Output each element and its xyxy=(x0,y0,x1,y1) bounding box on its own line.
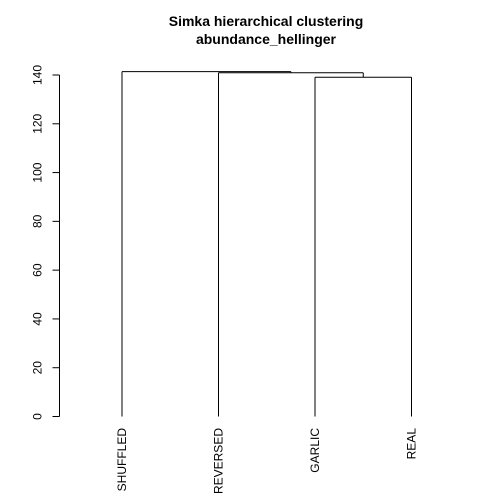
y-tick-label-1: 20 xyxy=(31,361,45,375)
leaf-label-real: REAL xyxy=(405,428,419,460)
y-tick-label-5: 100 xyxy=(31,162,45,182)
y-tick-label-0: 0 xyxy=(31,413,45,420)
leaf-label-shuffled: SHUFFLED xyxy=(115,428,129,492)
dendrogram-tree xyxy=(121,71,412,417)
leaf-label-garlic: GARLIC xyxy=(308,428,322,473)
y-axis: 0 20 40 60 80 100 120 140 xyxy=(31,65,60,420)
y-tick-label-6: 120 xyxy=(31,113,45,133)
leaf-label-reversed: REVERSED xyxy=(212,428,226,494)
chart-subtitle: abundance_hellinger xyxy=(196,31,337,47)
y-tick-label-4: 80 xyxy=(31,214,45,228)
y-tick-label-2: 40 xyxy=(31,312,45,326)
y-tick-label-7: 140 xyxy=(31,65,45,85)
y-tick-label-3: 60 xyxy=(31,263,45,277)
leaf-labels: SHUFFLED REVERSED GARLIC REAL xyxy=(115,428,419,494)
chart-title: Simka hierarchical clustering xyxy=(169,13,364,29)
